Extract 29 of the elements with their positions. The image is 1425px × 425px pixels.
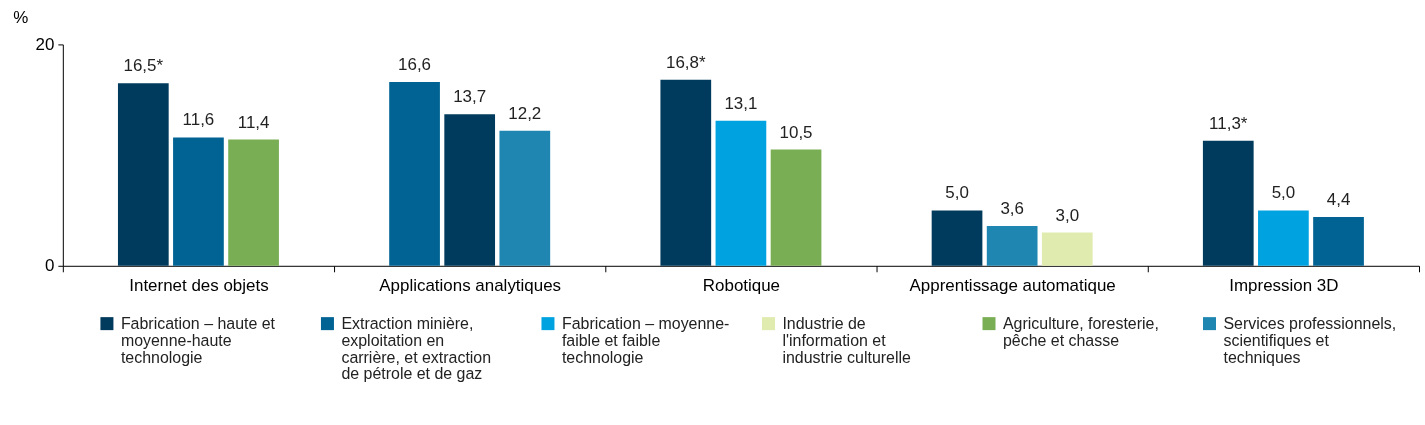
data-label: 4,4	[1326, 190, 1351, 210]
x-tick-label: Robotique	[702, 276, 781, 296]
legend-label: Services professionnels, scientifiques et techniques	[1223, 314, 1397, 366]
data-label: 5,0	[945, 183, 969, 203]
data-label: 13,1	[724, 93, 758, 113]
data-label: 11,4	[237, 112, 270, 132]
data-label: 5,0	[1271, 183, 1296, 203]
data-label: 12,2	[508, 103, 542, 123]
data-label: 16,5*	[123, 56, 164, 76]
legend-label: Agriculture, foresterie, pêche et chasse	[1002, 314, 1159, 349]
data-label: 16,8*	[666, 52, 706, 72]
y-axis-title: %	[13, 7, 29, 27]
x-tick-label: Internet des objets	[129, 276, 269, 296]
x-tick-label: Applications analytiques	[379, 276, 562, 296]
legend-label: Industrie de l'information et industrie culturelle	[782, 314, 912, 366]
legend-label: Fabrication – haute et moyenne-haute technologie	[120, 314, 276, 366]
y-tick-label: 0	[44, 256, 55, 276]
x-tick-label: Impression 3D	[1229, 276, 1339, 296]
data-label: 3,0	[1055, 205, 1080, 225]
legend-label: Extraction minière, exploitation en carrière, et extraction de pétrole et de gaz	[341, 314, 492, 383]
data-label: 16,6	[398, 55, 432, 75]
data-label: 13,7	[453, 87, 487, 107]
data-label: 11,3*	[1209, 113, 1248, 133]
data-label: 10,5	[779, 122, 813, 142]
legend-label: Fabrication – moyenne-faible et faible technologie	[561, 314, 730, 366]
y-tick-label: 20	[35, 34, 55, 54]
data-label: 3,6	[1000, 198, 1024, 218]
data-label: 11,6	[182, 110, 215, 130]
x-tick-label: Apprentissage automatique	[909, 276, 1116, 296]
